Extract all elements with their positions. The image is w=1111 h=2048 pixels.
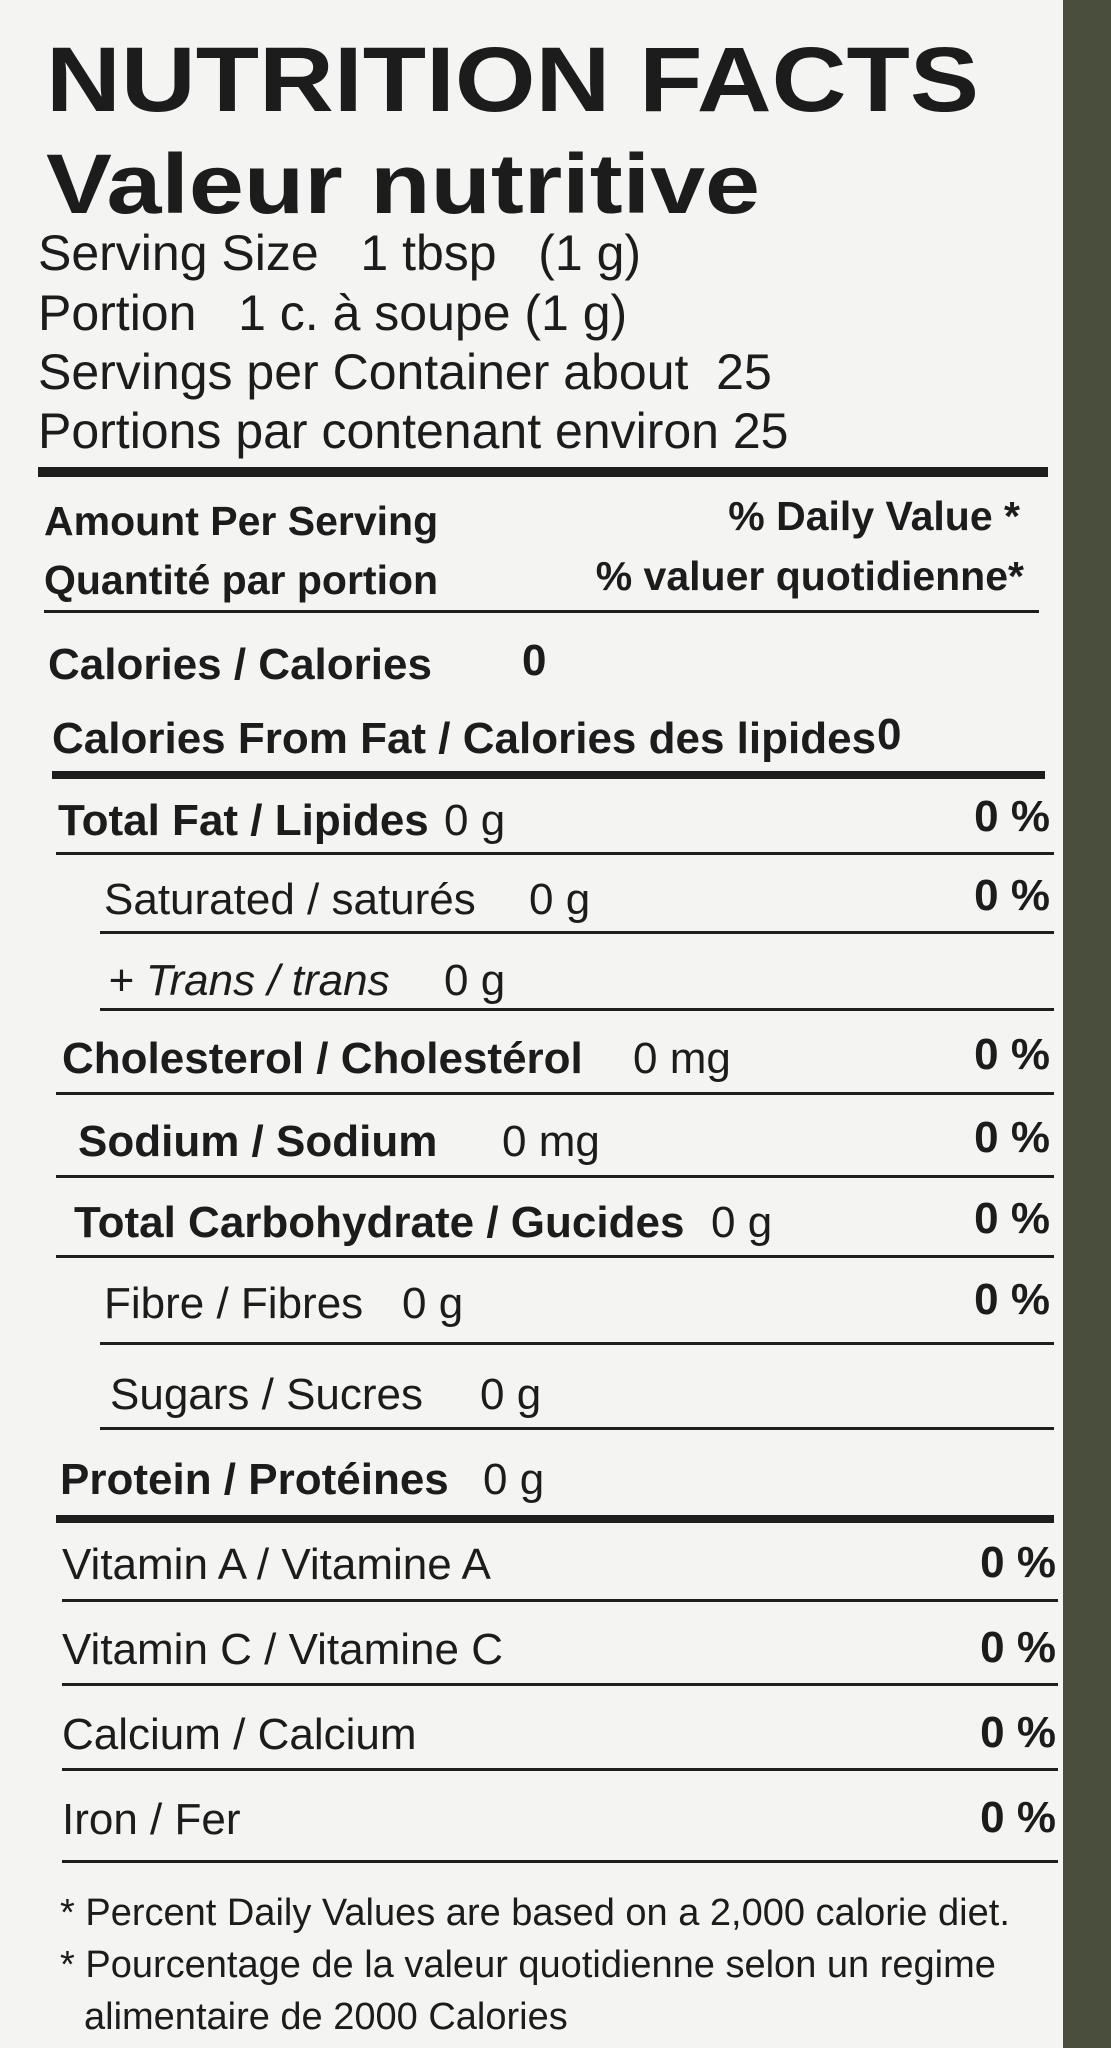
nutrient-dv: 0 % bbox=[974, 792, 1050, 841]
thick-rule bbox=[56, 1515, 1054, 1523]
vitamin-label: Iron / Fer bbox=[62, 1795, 241, 1844]
vitamin-label: Vitamin C / Vitamine C bbox=[62, 1625, 503, 1674]
nutrient-label: Cholesterol / Cholestérol bbox=[62, 1034, 583, 1083]
vitamin-dv: 0 % bbox=[980, 1623, 1056, 1672]
nutrient-amount: 0 mg bbox=[633, 1034, 731, 1083]
label-panel bbox=[0, 0, 1063, 2048]
nutrient-amount: 0 g bbox=[483, 1455, 544, 1504]
calories-value: 0 bbox=[522, 636, 546, 685]
rule bbox=[100, 931, 1054, 934]
nutrient-label: Sodium / Sodium bbox=[78, 1117, 437, 1166]
subtitle: Valeur nutritive bbox=[46, 137, 760, 231]
footnote: * Pourcentage de la valeur quotidienne s… bbox=[60, 1944, 996, 1986]
nutrient-label: Protein / Protéines bbox=[60, 1455, 449, 1504]
vitamin-label: Vitamin A / Vitamine A bbox=[62, 1540, 492, 1589]
calories-fat-label: Calories From Fat / Calories des lipides bbox=[52, 714, 876, 763]
amount-fr: Quantité par portion bbox=[44, 557, 438, 603]
nutrient-label: + Trans / trans bbox=[108, 956, 390, 1005]
rule bbox=[62, 1768, 1058, 1771]
nutrient-label: Fibre / Fibres bbox=[104, 1279, 363, 1328]
vitamin-label: Calcium / Calcium bbox=[62, 1710, 417, 1759]
nutrient-label: Sugars / Sucres bbox=[110, 1370, 423, 1419]
vitamin-dv: 0 % bbox=[980, 1708, 1056, 1757]
rule bbox=[56, 1255, 1054, 1258]
title: NUTRITION FACTS bbox=[46, 29, 979, 131]
rule bbox=[100, 1008, 1054, 1011]
rule bbox=[56, 852, 1054, 855]
nutrient-amount: 0 g bbox=[402, 1279, 463, 1328]
nutrient-dv: 0 % bbox=[974, 1275, 1050, 1324]
footnote: alimentaire de 2000 Calories bbox=[84, 1996, 568, 2038]
rule bbox=[56, 1092, 1054, 1095]
calories-label: Calories / Calories bbox=[48, 640, 432, 689]
nutrient-amount: 0 g bbox=[444, 796, 505, 845]
amount-en: Amount Per Serving bbox=[44, 498, 438, 544]
nutrient-label: Saturated / saturés bbox=[104, 875, 476, 924]
portion: Portion 1 c. à soupe (1 g) bbox=[38, 285, 627, 341]
thick-rule bbox=[52, 771, 1045, 779]
nutrient-label: Total Fat / Lipides bbox=[58, 796, 429, 845]
background-strip bbox=[1063, 0, 1111, 2048]
vitamin-dv: 0 % bbox=[980, 1793, 1056, 1842]
nutrient-label: Total Carbohydrate / Gucides bbox=[74, 1198, 684, 1247]
portions-per-container: Portions par contenant environ 25 bbox=[38, 403, 789, 459]
rule bbox=[56, 1175, 1054, 1178]
nutrient-amount: 0 g bbox=[711, 1198, 772, 1247]
nutrient-amount: 0 g bbox=[480, 1370, 541, 1419]
servings-per-container: Servings per Container about 25 bbox=[38, 344, 772, 400]
rule bbox=[62, 1860, 1058, 1863]
nutrient-amount: 0 g bbox=[529, 875, 590, 924]
calories-fat-value: 0 bbox=[877, 710, 901, 759]
nutrient-dv: 0 % bbox=[974, 1030, 1050, 1079]
nutrient-dv: 0 % bbox=[974, 871, 1050, 920]
dv-en: % Daily Value * bbox=[728, 493, 1020, 539]
nutrient-dv: 0 % bbox=[974, 1113, 1050, 1162]
nutrient-amount: 0 mg bbox=[502, 1117, 600, 1166]
footnote: * Percent Daily Values are based on a 2,… bbox=[60, 1892, 1010, 1934]
rule bbox=[100, 1427, 1054, 1430]
rule bbox=[62, 1683, 1058, 1686]
rule bbox=[44, 610, 1039, 613]
thick-rule bbox=[38, 467, 1048, 477]
vitamin-dv: 0 % bbox=[980, 1538, 1056, 1587]
dv-fr: % valuer quotidienne* bbox=[596, 553, 1024, 599]
rule bbox=[100, 1342, 1054, 1345]
nutrient-amount: 0 g bbox=[444, 956, 505, 1005]
nutrient-dv: 0 % bbox=[974, 1194, 1050, 1243]
serving-size: Serving Size 1 tbsp (1 g) bbox=[38, 225, 641, 281]
rule bbox=[62, 1599, 1058, 1602]
